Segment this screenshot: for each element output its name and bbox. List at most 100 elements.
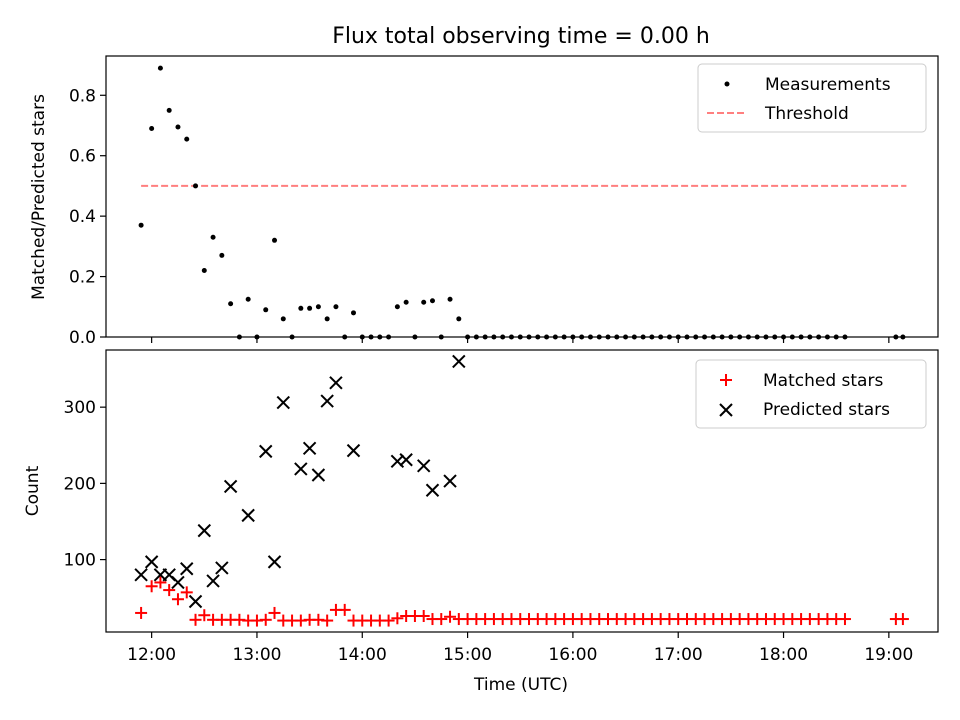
measurement-point <box>359 334 365 340</box>
top-y-tick-label: 0.2 <box>69 268 96 288</box>
measurement-point <box>333 304 339 310</box>
measurement-point <box>649 334 655 340</box>
measurement-point <box>280 316 286 322</box>
measurement-point <box>500 334 506 340</box>
predicted-star-point <box>206 574 220 588</box>
measurement-point <box>254 334 260 340</box>
bottom-x-tick-label: 13:00 <box>232 645 281 665</box>
measurement-point <box>710 334 716 340</box>
measurement-point <box>447 296 453 302</box>
measurement-point <box>596 334 602 340</box>
measurement-point <box>377 334 383 340</box>
measurement-point <box>605 334 611 340</box>
predicted-star-point <box>276 395 290 410</box>
predicted-star-point <box>320 394 334 408</box>
top-y-tick-label: 0.6 <box>69 147 96 167</box>
measurement-point <box>473 334 479 340</box>
bottom-x-tick-label: 17:00 <box>654 645 703 665</box>
bottom-legend-box <box>695 359 927 429</box>
legend-measurements-label: Measurements <box>765 75 891 95</box>
measurement-point <box>807 334 813 340</box>
measurement-point <box>403 299 409 305</box>
predicted-star-point <box>302 441 317 456</box>
matched-star-point <box>391 612 404 625</box>
predicted-star-point <box>215 561 229 575</box>
measurement-point <box>210 234 216 240</box>
bottom-x-tick-label: 18:00 <box>759 645 808 665</box>
measurement-point <box>824 334 830 340</box>
measurement-point <box>315 304 321 310</box>
bottom-y-tick-label: 300 <box>64 398 96 418</box>
predicted-star-point <box>144 555 159 569</box>
measurement-point <box>157 65 163 71</box>
bottom-x-tick-label: 15:00 <box>443 645 492 665</box>
figure-title: Flux total observing time = 0.00 h <box>332 24 710 49</box>
legend-matched-label: Matched stars <box>763 371 883 391</box>
measurement-point <box>386 334 392 340</box>
bottom-x-tick-label: 19:00 <box>864 645 913 665</box>
measurement-point <box>438 334 444 340</box>
measurement-point <box>693 334 699 340</box>
top-series-marks <box>138 65 907 340</box>
measurement-point <box>623 334 629 340</box>
measurement-point <box>526 334 532 340</box>
predicted-star-point <box>452 354 466 369</box>
measurement-point <box>263 307 269 313</box>
measurement-point <box>631 334 637 340</box>
measurement-point <box>544 334 550 340</box>
bottom-x-tick-label: 16:00 <box>548 645 597 665</box>
top-y-tick-label: 0.0 <box>69 328 96 348</box>
bottom-y-axis-label: Count <box>23 465 43 516</box>
matched-star-point <box>198 609 211 622</box>
measurement-point <box>789 334 795 340</box>
bottom-series-marks <box>134 354 909 627</box>
measurement-point <box>429 298 435 304</box>
legend-threshold-label: Threshold <box>764 104 849 124</box>
matched-star-point <box>180 586 193 599</box>
measurement-point <box>324 316 330 322</box>
measurement-point <box>579 334 585 340</box>
bottom-y-tick-label: 100 <box>64 551 96 571</box>
measurement-point <box>236 334 242 340</box>
matched-star-point <box>189 613 202 626</box>
measurement-point <box>552 334 558 340</box>
measurement-point <box>684 334 690 340</box>
predicted-star-point <box>425 483 440 497</box>
top-panel: 0.00.20.40.60.8 Matched/Predicted stars … <box>29 55 939 348</box>
measurement-point <box>675 334 681 340</box>
measurement-point <box>421 299 427 305</box>
matched-star-point <box>838 613 851 626</box>
measurement-point <box>781 334 787 340</box>
predicted-star-point <box>171 575 185 590</box>
matched-star-point <box>171 593 184 606</box>
matched-star-point <box>444 610 457 623</box>
measurement-point <box>737 334 743 340</box>
measurement-point <box>754 334 760 340</box>
measurement-point <box>745 334 751 340</box>
matched-star-point <box>896 613 909 626</box>
predicted-star-point <box>259 444 273 459</box>
measurement-point <box>412 334 418 340</box>
matched-star-point <box>259 613 272 626</box>
measurement-point <box>272 237 278 243</box>
predicted-star-point <box>180 562 194 576</box>
measurement-point <box>658 334 664 340</box>
matched-star-point <box>268 606 281 619</box>
measurement-point <box>350 310 356 316</box>
measurement-point <box>219 252 225 258</box>
measurement-point <box>719 334 725 340</box>
measurement-point <box>201 268 207 274</box>
bottom-x-tick-label: 14:00 <box>338 645 387 665</box>
measurement-point <box>587 334 593 340</box>
bottom-x-axis: 12:00 13:00 14:00 15:00 16:00 17:00 18:00 19:00 <box>127 632 913 665</box>
top-y-axis-label: Matched/Predicted stars <box>29 94 49 300</box>
top-legend: Measurements Threshold <box>697 63 927 133</box>
measurement-point <box>816 334 822 340</box>
measurement-point <box>491 334 497 340</box>
measurement-point <box>893 334 899 340</box>
bottom-y-axis: 100 200 300 <box>64 398 106 571</box>
measurement-point <box>570 334 576 340</box>
bottom-y-tick-label: 200 <box>64 474 96 494</box>
measurement-point <box>763 334 769 340</box>
